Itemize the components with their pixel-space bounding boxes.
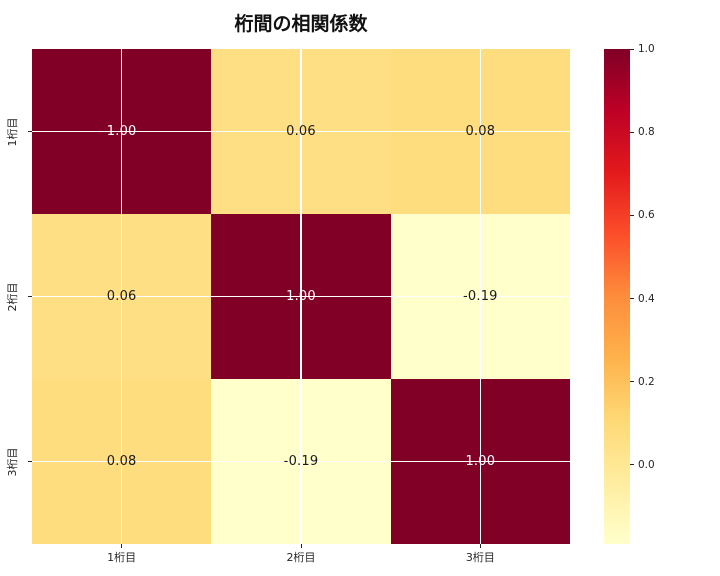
colorbar-tickmark <box>630 48 634 50</box>
x-tickmark <box>479 544 481 548</box>
colorbar-tickmark <box>630 298 634 300</box>
gridline-vertical <box>479 49 482 544</box>
heatmap-cell-value: 0.06 <box>286 124 316 139</box>
y-tickmark <box>28 131 32 132</box>
colorbar-tickmark <box>630 464 634 466</box>
heatmap-cell-value: 1.00 <box>106 124 137 139</box>
gridline-horizontal <box>32 460 570 463</box>
heatmap-cell-value: 1.00 <box>465 454 496 469</box>
colorbar-tick-label: 0.2 <box>638 375 655 388</box>
gridline-horizontal <box>32 295 570 298</box>
colorbar-tickmark <box>630 381 634 383</box>
heatmap-cell-value: -0.19 <box>283 454 319 469</box>
colorbar-tick-label: 0.8 <box>638 126 655 139</box>
heatmap-cell-value: 1.00 <box>286 289 316 304</box>
colorbar-tick-label: 0.0 <box>638 458 655 471</box>
y-tickmark <box>28 296 32 297</box>
y-tick-label: 2桁目 <box>6 282 19 311</box>
x-tick-label: 3桁目 <box>465 551 495 564</box>
colorbar-tick-label: 0.6 <box>638 209 655 222</box>
y-tick-label: 1桁目 <box>6 117 19 146</box>
heatmap-plot: 1.00 0.06 0.08 0.06 1.00 -0.19 0.08 -0.19 1.00 <box>32 49 570 544</box>
y-tickmark <box>28 461 32 462</box>
heatmap-cell-value: -0.19 <box>463 289 498 304</box>
x-tick-label: 1桁目 <box>107 551 137 564</box>
colorbar-tickmark <box>630 214 634 216</box>
y-tick-label: 3桁目 <box>6 447 19 476</box>
x-tick-label: 2桁目 <box>286 551 316 564</box>
heatmap-cell-value: 0.06 <box>106 289 137 304</box>
x-tickmark <box>300 544 302 548</box>
chart-title: 桁間の相関係数 <box>234 13 368 35</box>
x-tickmark <box>121 544 123 548</box>
colorbar-tick-label: 0.4 <box>638 292 655 305</box>
colorbar <box>604 49 630 544</box>
heatmap-cell-value: 0.08 <box>465 124 496 139</box>
colorbar-tick-label: 1.0 <box>638 43 655 55</box>
colorbar-tickmark <box>630 131 634 133</box>
heatmap-cell-value: 0.08 <box>106 454 137 469</box>
